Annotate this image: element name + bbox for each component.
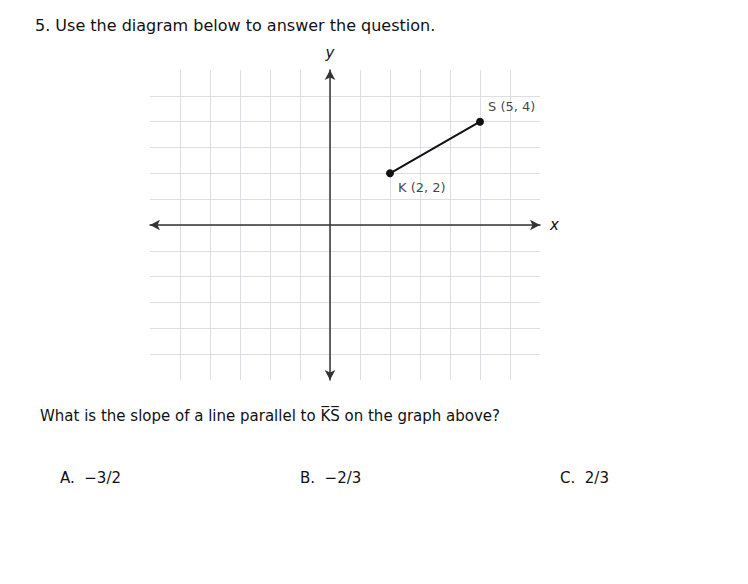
svg-text:B. −2/3: B. −2/3 xyxy=(300,469,361,487)
svg-text:What is the slope of a line pa: What is the slope of a line parallel to … xyxy=(40,406,500,425)
svg-text:y: y xyxy=(325,44,336,62)
svg-text:A. −3/2: A. −3/2 xyxy=(60,469,121,487)
svg-text:C. 2/3: C. 2/3 xyxy=(560,469,609,487)
svg-text:S (5, 4): S (5, 4) xyxy=(488,99,535,114)
svg-text:x: x xyxy=(549,216,559,234)
svg-text:5. Use the diagram below to an: 5. Use the diagram below to answer the q… xyxy=(35,16,435,35)
svg-text:K (2, 2): K (2, 2) xyxy=(398,180,446,195)
